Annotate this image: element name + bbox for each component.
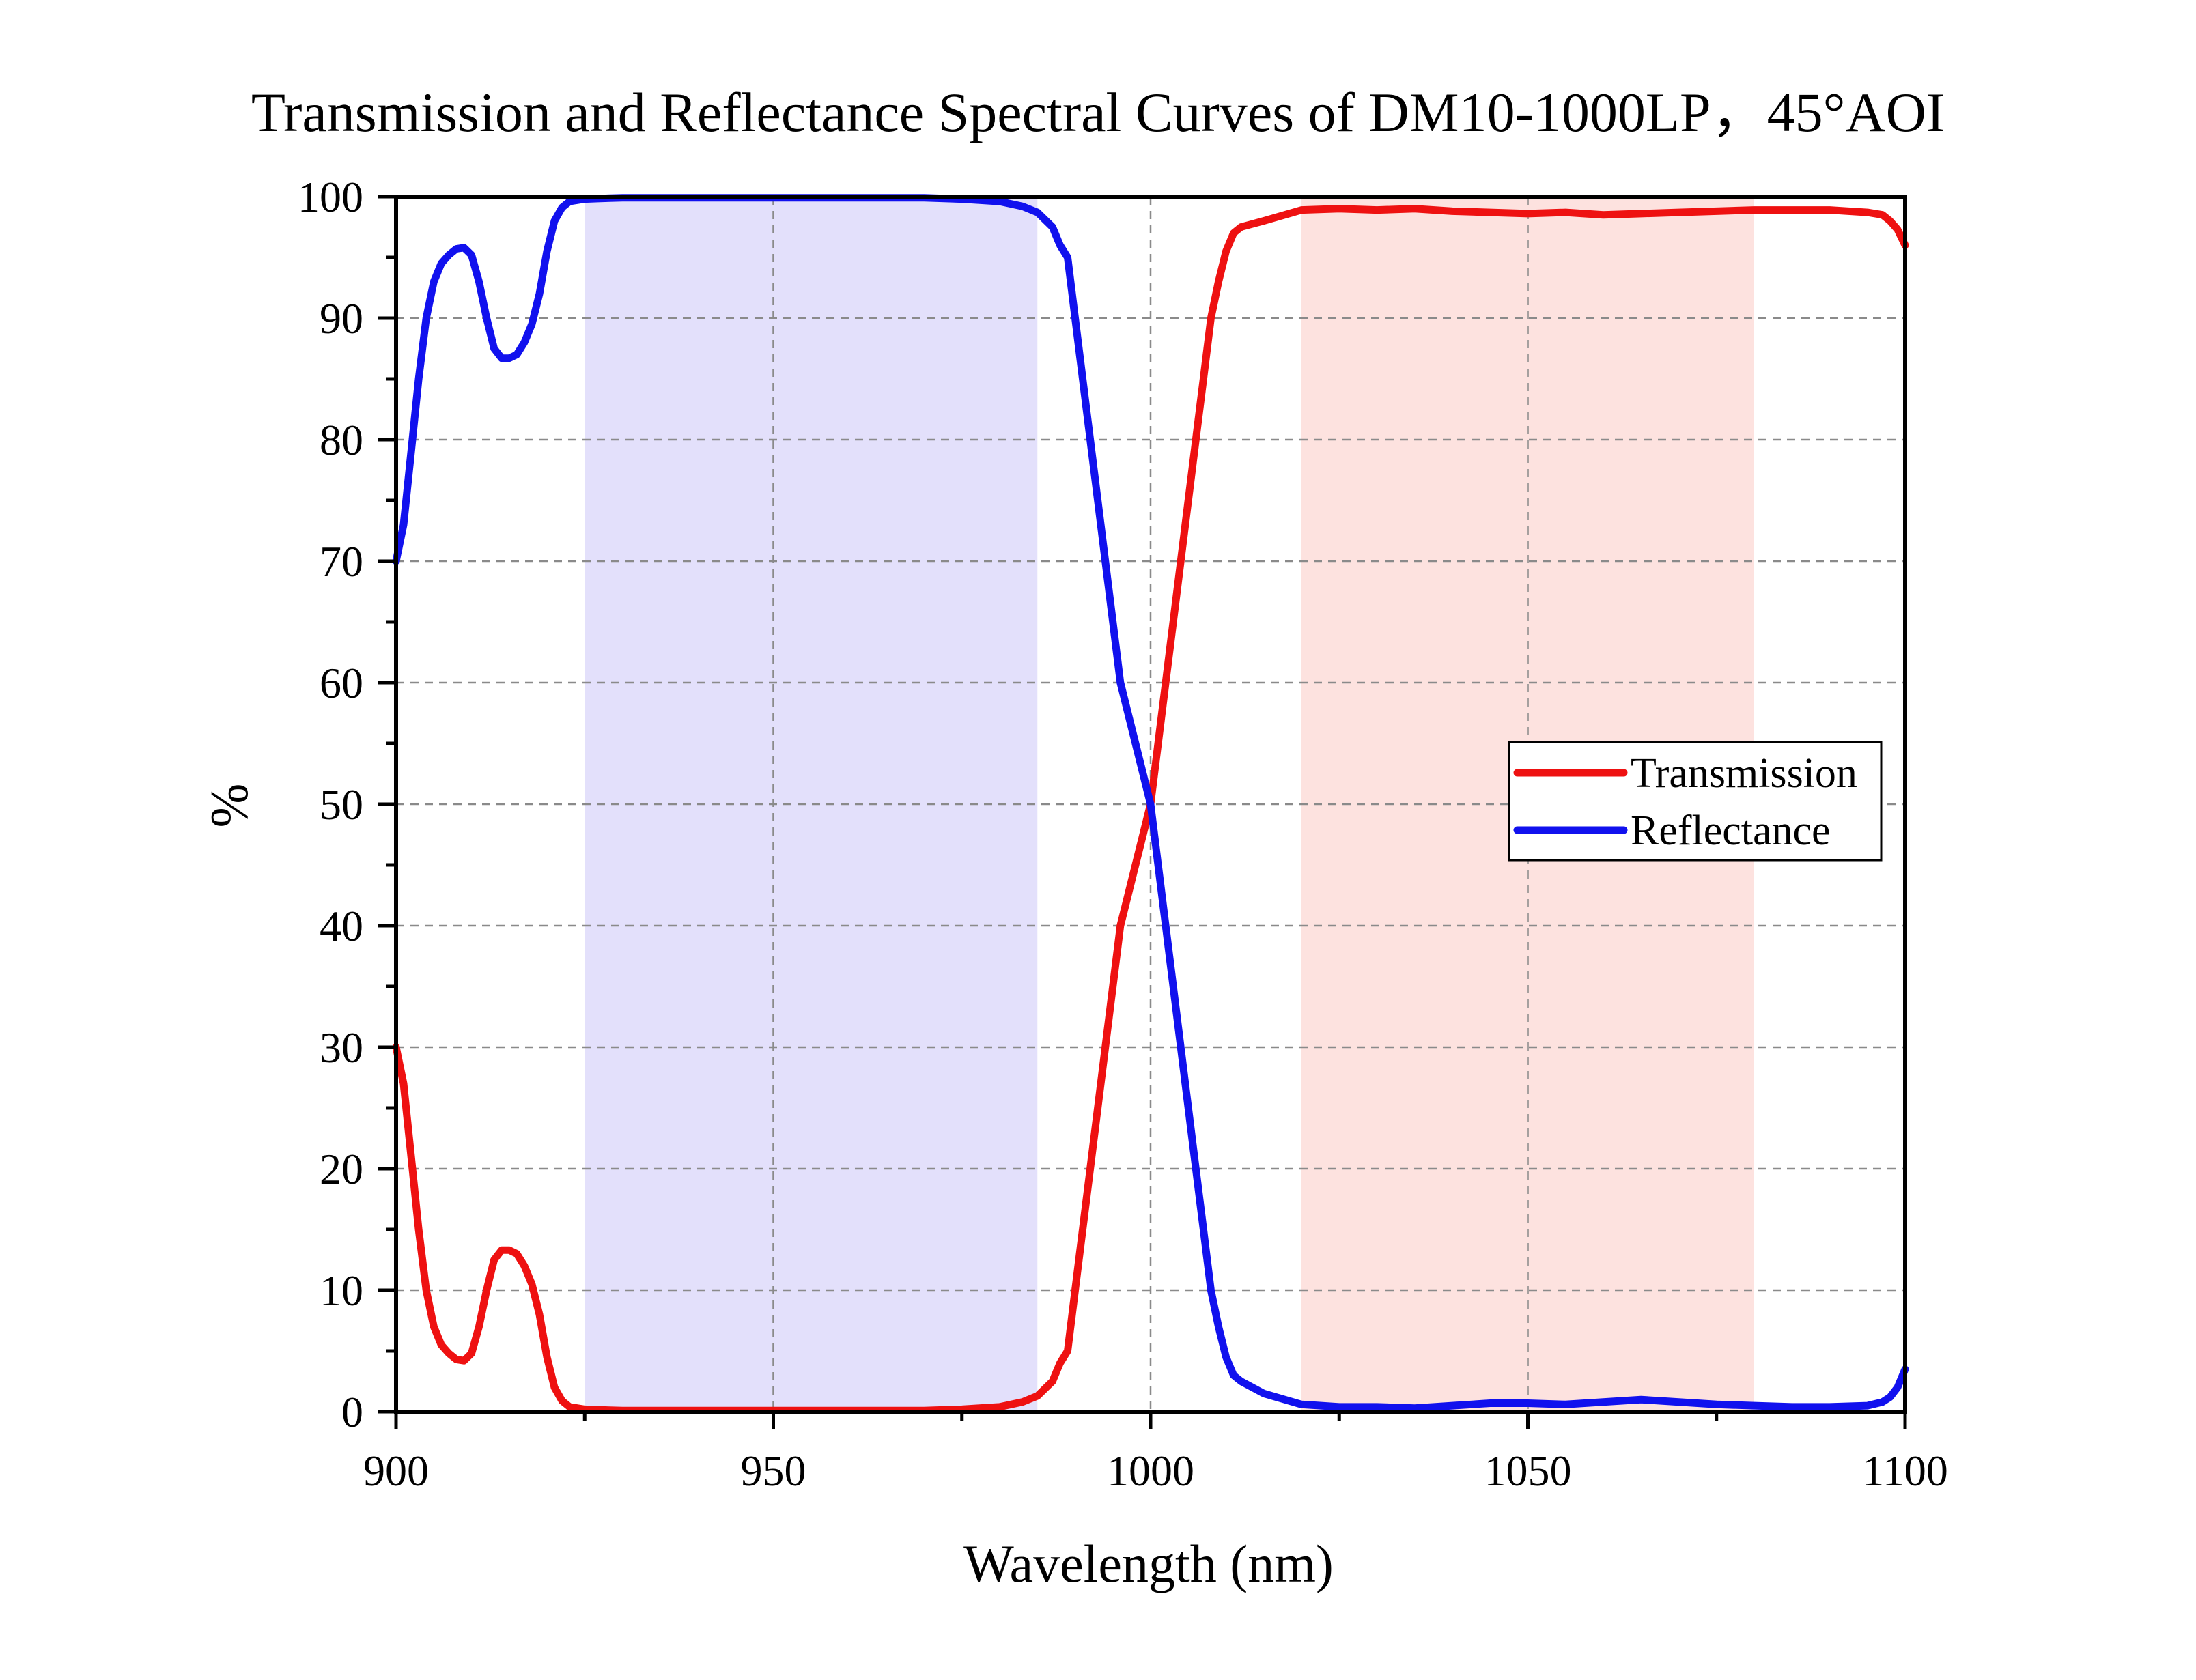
x-axis-label: Wavelength (nm) (963, 1534, 1334, 1593)
axis-ticks (378, 195, 1907, 1429)
chart-title: Transmission and Reflectance Spectral Cu… (251, 81, 1945, 143)
x-tick-label: 900 (363, 1447, 429, 1495)
y-tick-label: 40 (320, 902, 363, 950)
series-lines (392, 194, 1909, 1414)
y-tick-label: 10 (320, 1266, 363, 1315)
series-line-reflectance (392, 194, 1909, 1412)
y-tick-label: 70 (320, 537, 363, 586)
y-tick-label: 60 (320, 659, 363, 707)
y-tick-label: 30 (320, 1023, 363, 1072)
x-tick-label: 1050 (1484, 1447, 1572, 1495)
legend-box (1508, 741, 1883, 862)
y-tick-label: 20 (320, 1145, 363, 1193)
legend: Transmission Reflectance (1508, 741, 1883, 862)
x-tick-label: 950 (741, 1447, 806, 1495)
series-line-transmission (392, 205, 1909, 1414)
y-tick-label: 0 (341, 1388, 363, 1436)
shaded-region-0 (585, 197, 1038, 1412)
legend-label-transmission: Transmission (1631, 750, 1857, 797)
y-tick-label: 100 (298, 173, 363, 221)
legend-label-reflectance: Reflectance (1631, 808, 1831, 854)
x-tick-label: 1100 (1862, 1447, 1948, 1495)
y-tick-label: 90 (320, 294, 363, 343)
tick-labels: 0 10 20 30 40 50 60 70 80 90 100 900 950 1000 1050 1100 (298, 173, 1948, 1495)
y-tick-label: 50 (320, 780, 363, 829)
y-tick-label: 80 (320, 416, 363, 464)
x-tick-label: 1000 (1107, 1447, 1194, 1495)
y-axis-label: % (199, 784, 259, 828)
